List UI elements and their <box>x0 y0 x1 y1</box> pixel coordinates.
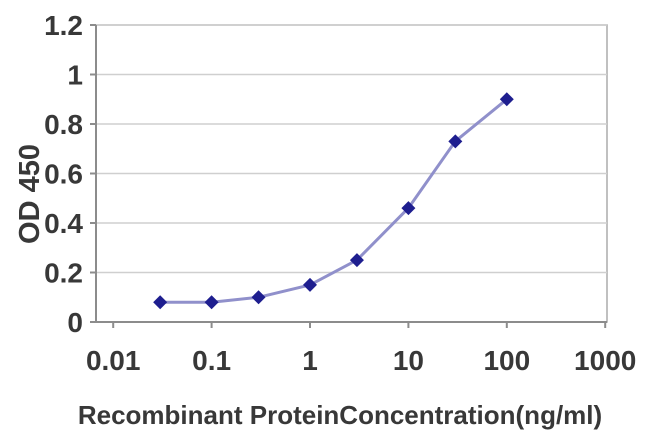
data-point-marker <box>303 277 317 292</box>
series-line <box>158 97 509 304</box>
data-point-marker <box>204 295 219 310</box>
x-tick-label: 100 <box>483 345 530 376</box>
x-tick-label: 10 <box>393 345 424 376</box>
data-point-marker <box>448 134 463 149</box>
y-axis-title: OD 450 <box>14 144 46 244</box>
y-tick-label: 1 <box>67 60 83 91</box>
x-tick-label: 1000 <box>574 345 636 376</box>
x-axis-title: Recombinant ProteinConcentration(ng/ml) <box>78 400 602 430</box>
x-tick-label: 1 <box>302 345 318 376</box>
x-tick-label: 0.1 <box>192 345 231 376</box>
y-tick-label: 0.4 <box>44 208 83 239</box>
y-tick-label: 0 <box>67 307 83 338</box>
data-point-marker <box>401 201 416 216</box>
data-point-marker <box>251 290 266 305</box>
data-point-marker <box>349 253 364 268</box>
data-point-marker <box>499 92 514 107</box>
y-tick-label: 0.6 <box>44 159 83 190</box>
y-tick-label: 0.8 <box>44 109 83 140</box>
y-tick-label: 1.2 <box>44 10 83 41</box>
y-tick-label: 0.2 <box>44 258 83 289</box>
x-tick-label: 0.01 <box>86 345 141 376</box>
data-point-marker <box>153 295 168 310</box>
